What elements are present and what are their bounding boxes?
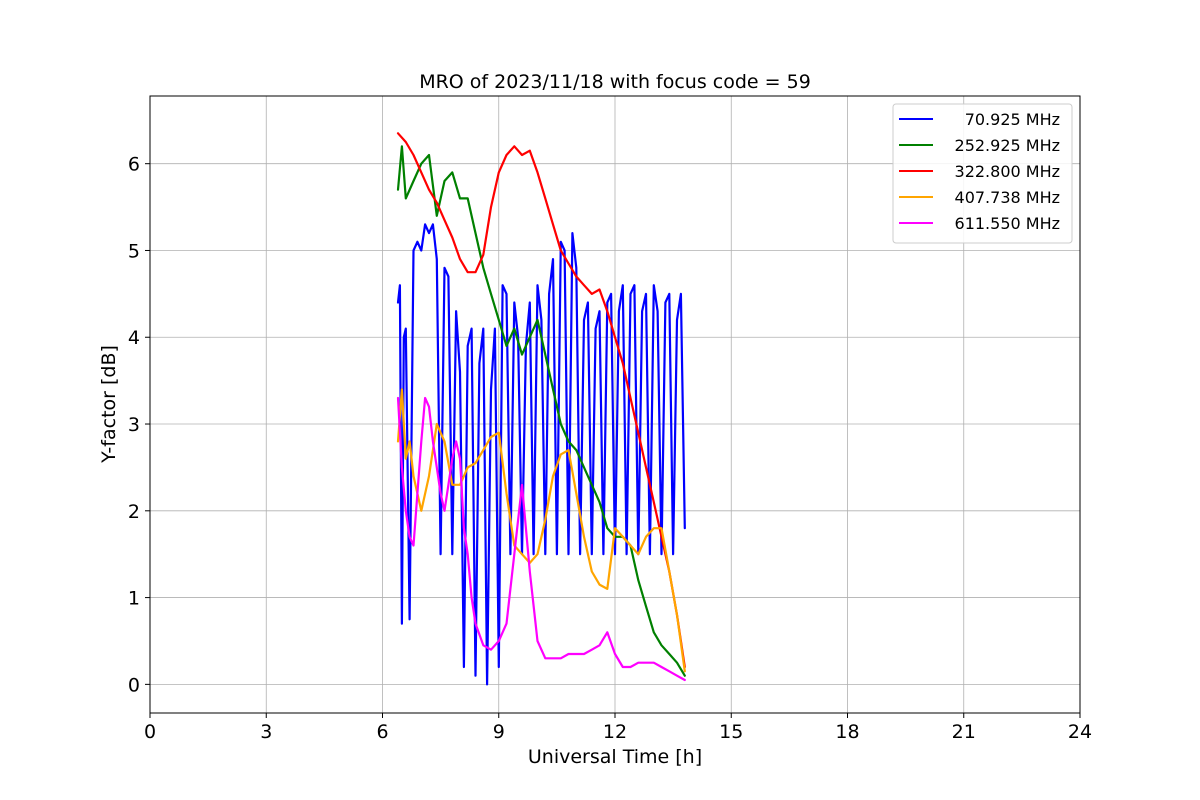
y-axis-label: Y-factor [dB] bbox=[98, 345, 120, 464]
x-tick-label: 6 bbox=[376, 721, 388, 743]
series-line-1 bbox=[396, 145, 686, 677]
series-group bbox=[396, 132, 686, 686]
x-tick-label: 0 bbox=[144, 721, 156, 743]
x-axis-label: Universal Time [h] bbox=[528, 746, 702, 768]
x-tick-label: 15 bbox=[719, 721, 743, 743]
x-tick-label: 9 bbox=[493, 721, 505, 743]
y-tick-label: 6 bbox=[128, 154, 140, 176]
series-line-0 bbox=[396, 223, 686, 686]
x-tick-label: 12 bbox=[603, 721, 627, 743]
legend-label-4: 611.550 MHz bbox=[955, 214, 1060, 233]
legend-label-1: 252.925 MHz bbox=[955, 136, 1060, 155]
y-tick-label: 0 bbox=[128, 674, 140, 696]
legend-label-2: 322.800 MHz bbox=[955, 162, 1060, 181]
y-tick-label: 4 bbox=[128, 327, 140, 349]
legend: 70.925 MHz 252.925 MHz 322.800 MHz 407.738 … bbox=[892, 103, 1073, 244]
chart-title: MRO of 2023/11/18 with focus code = 59 bbox=[419, 71, 811, 93]
series-line-4 bbox=[396, 396, 686, 682]
y-tick-label: 2 bbox=[128, 501, 140, 523]
x-tick-label: 24 bbox=[1068, 721, 1092, 743]
y-tick-label: 3 bbox=[128, 414, 140, 436]
series-line-2 bbox=[396, 132, 686, 669]
legend-box bbox=[892, 103, 1073, 244]
legend-label-3: 407.738 MHz bbox=[955, 188, 1060, 207]
legend-label-0: 70.925 MHz bbox=[965, 110, 1060, 129]
y-tick-label: 1 bbox=[128, 588, 140, 610]
x-tick-label: 3 bbox=[260, 721, 272, 743]
x-tick-label: 21 bbox=[952, 721, 976, 743]
series-line-3 bbox=[396, 388, 686, 673]
x-tick-label: 18 bbox=[835, 721, 859, 743]
y-tick-label: 5 bbox=[128, 240, 140, 262]
